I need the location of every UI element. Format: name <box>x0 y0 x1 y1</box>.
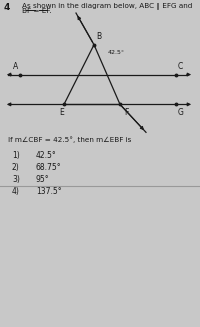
Text: 68.75°: 68.75° <box>36 163 62 172</box>
Text: E: E <box>60 108 64 117</box>
Text: F: F <box>124 108 128 117</box>
Text: C: C <box>178 62 183 71</box>
Text: 3): 3) <box>12 175 20 184</box>
Text: 42.5°: 42.5° <box>36 151 57 160</box>
Text: As shown in the diagram below, ABC ∥ EFG and: As shown in the diagram below, ABC ∥ EFG… <box>22 2 192 9</box>
Text: 137.5°: 137.5° <box>36 187 62 196</box>
Text: 95°: 95° <box>36 175 50 184</box>
Text: 2): 2) <box>12 163 20 172</box>
Text: 4: 4 <box>4 3 10 12</box>
Text: A: A <box>13 62 19 71</box>
Text: 4): 4) <box>12 187 20 196</box>
Text: 42.5°: 42.5° <box>108 50 125 55</box>
Text: BF = EF.: BF = EF. <box>22 9 52 14</box>
Text: If m∠CBF = 42.5°, then m∠EBF is: If m∠CBF = 42.5°, then m∠EBF is <box>8 136 131 143</box>
Text: B: B <box>96 32 101 41</box>
Text: G: G <box>178 108 184 117</box>
Text: 1): 1) <box>12 151 20 160</box>
